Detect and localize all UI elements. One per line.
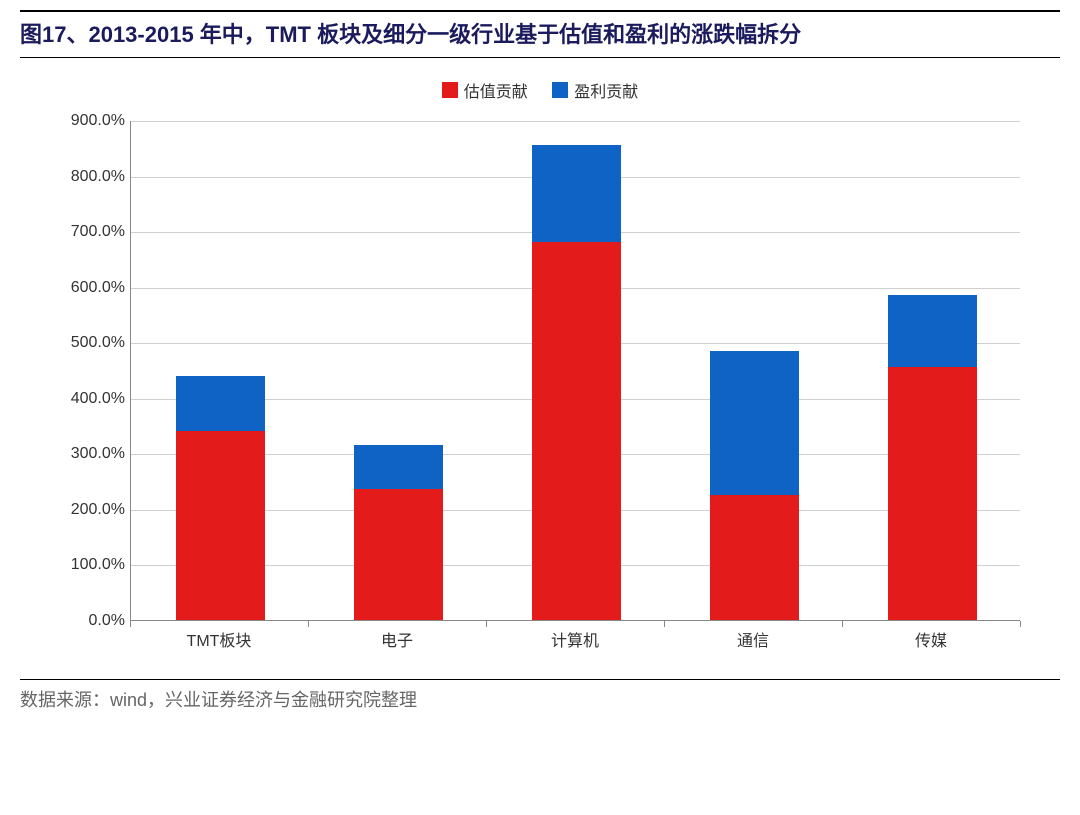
y-axis-label: 0.0%: [89, 612, 125, 630]
bar-segment: [710, 351, 799, 495]
x-tick: [664, 621, 665, 627]
bar-segment: [532, 242, 621, 620]
y-axis-label: 500.0%: [71, 334, 125, 352]
bar-stack: [888, 295, 977, 620]
bar-stack: [532, 145, 621, 620]
bar-segment: [354, 445, 443, 489]
x-axis-label: 传媒: [915, 627, 947, 651]
bar-stack: [176, 376, 265, 620]
bar-segment: [354, 489, 443, 620]
y-axis-label: 100.0%: [71, 556, 125, 574]
legend-label-earnings: 盈利贡献: [574, 78, 638, 102]
bar-segment: [888, 295, 977, 367]
legend: 估值贡献 盈利贡献: [20, 78, 1060, 103]
bar-segment: [888, 367, 977, 620]
x-axis-label: TMT板块: [187, 627, 252, 651]
legend-item-valuation: 估值贡献: [442, 78, 528, 102]
bar-segment: [176, 376, 265, 432]
chart-title: 图17、2013-2015 年中，TMT 板块及细分一级行业基于估值和盈利的涨跌…: [20, 18, 1060, 51]
plot-area: [130, 121, 1020, 621]
y-axis-label: 200.0%: [71, 501, 125, 519]
legend-swatch-valuation: [442, 82, 458, 98]
data-source: 数据来源：wind，兴业证券经济与金融研究院整理: [20, 679, 1060, 712]
bar-segment: [176, 431, 265, 620]
bar-stack: [710, 351, 799, 620]
legend-item-earnings: 盈利贡献: [552, 78, 638, 102]
legend-label-valuation: 估值贡献: [464, 78, 528, 102]
x-tick: [486, 621, 487, 627]
x-tick: [308, 621, 309, 627]
legend-swatch-earnings: [552, 82, 568, 98]
y-axis-label: 900.0%: [71, 112, 125, 130]
title-block: 图17、2013-2015 年中，TMT 板块及细分一级行业基于估值和盈利的涨跌…: [20, 10, 1060, 58]
y-axis-label: 700.0%: [71, 223, 125, 241]
x-tick: [1020, 621, 1021, 627]
x-tick: [842, 621, 843, 627]
x-axis-label: 电子: [381, 627, 413, 651]
gridline: [131, 121, 1020, 122]
y-axis-label: 800.0%: [71, 168, 125, 186]
bar-segment: [532, 145, 621, 242]
chart-container: 0.0% 100.0% 200.0% 300.0% 400.0% 500.0% 600.0%…: [40, 111, 1040, 671]
y-axis-label: 600.0%: [71, 279, 125, 297]
bar-segment: [710, 495, 799, 620]
bar-stack: [354, 445, 443, 620]
x-axis-label: 通信: [737, 627, 769, 651]
y-axis-label: 400.0%: [71, 390, 125, 408]
y-axis-label: 300.0%: [71, 445, 125, 463]
x-axis-label: 计算机: [551, 627, 599, 651]
x-tick: [130, 621, 131, 627]
